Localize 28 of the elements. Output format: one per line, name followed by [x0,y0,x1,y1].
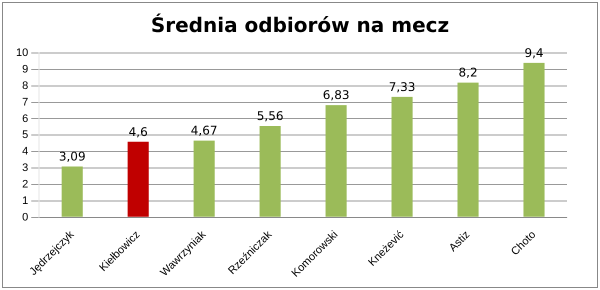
y-tick-label: 5 [22,129,28,142]
data-label: 6,83 [322,88,350,102]
y-tick-label: 4 [22,146,28,158]
data-label: 9,4 [524,46,544,60]
data-label: 3,09 [58,150,86,164]
y-tick-label: 0 [22,211,28,224]
y-tick-label: 8 [22,80,28,92]
bar [260,126,281,217]
chart-title: Średnia odbiorów na mecz [150,13,450,37]
bar [392,96,413,217]
bar [62,166,83,217]
bar [128,142,149,217]
bar [457,82,479,217]
bar [326,105,347,217]
y-tick-label: 3 [22,162,28,174]
data-label: 5,56 [256,109,284,124]
y-tick-label: 10 [16,47,28,60]
data-label: 8,2 [458,66,478,80]
bar [194,140,215,217]
data-label: 4,6 [128,124,148,139]
bar [523,62,545,217]
data-label: 7,33 [388,80,416,94]
y-tick-label: 9 [22,63,28,76]
y-tick-label: 2 [22,178,28,190]
y-tick-label: 1 [22,194,28,207]
y-tick-label: 6 [22,112,28,125]
data-label: 4,67 [190,124,218,138]
y-tick-label: 7 [22,96,28,108]
